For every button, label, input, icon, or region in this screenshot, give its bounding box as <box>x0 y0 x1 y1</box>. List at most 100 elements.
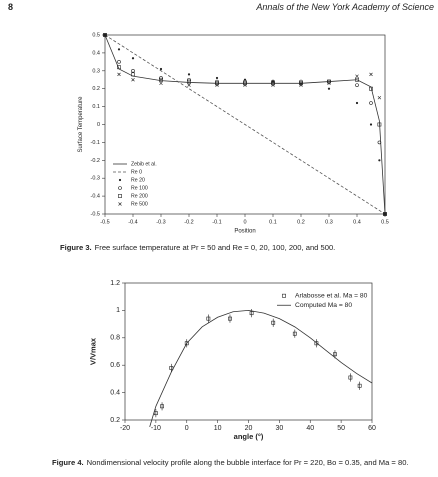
data-point <box>117 48 121 51</box>
data-point <box>131 69 135 73</box>
y-tick-label: 1.2 <box>110 280 120 287</box>
data-point <box>355 101 359 105</box>
x-tick-label: 0.5 <box>381 219 389 225</box>
legend-swatch <box>118 202 122 206</box>
data-point <box>271 320 276 325</box>
data-point <box>103 33 107 37</box>
data-point <box>292 331 297 336</box>
x-tick-label: 50 <box>337 425 345 432</box>
y-tick-label: 0.6 <box>110 362 120 369</box>
data-point <box>228 316 232 321</box>
y-tick-label: 0.8 <box>110 335 120 342</box>
data-point <box>377 122 382 127</box>
y-tick-label: -0.3 <box>91 176 100 182</box>
x-tick-label: -10 <box>151 425 161 432</box>
data-point <box>131 57 135 60</box>
y-tick-label: -0.2 <box>91 158 100 164</box>
data-point <box>383 212 387 216</box>
data-point <box>355 83 359 87</box>
data-point <box>184 341 189 346</box>
x-tick-label: 0 <box>243 219 246 225</box>
y-tick-label: 0.4 <box>110 389 120 396</box>
y-tick-label: 0.2 <box>110 417 120 424</box>
caption-text: Nondimensional velocity profile along th… <box>86 458 409 467</box>
x-tick-label: 0.4 <box>353 219 361 225</box>
data-point <box>160 404 164 409</box>
x-axis-label: Position <box>234 229 255 235</box>
caption-text: Free surface temperature at Pr = 50 and … <box>94 243 336 252</box>
journal-title: Annals of the New York Academy of Scienc… <box>256 2 434 12</box>
legend-label: Re 100 <box>131 185 148 191</box>
x-tick-label: -0.4 <box>128 219 137 225</box>
y-tick-label: 0.2 <box>92 86 100 92</box>
legend-label: Computed Ma = 80 <box>295 302 352 309</box>
data-point <box>153 411 158 416</box>
x-tick-label: 10 <box>214 425 222 432</box>
legend-label: Re 20 <box>131 177 145 183</box>
legend-swatch <box>118 194 122 198</box>
data-point <box>159 81 163 86</box>
caption: Figure 4. Nondimensional velocity profile… <box>52 458 432 468</box>
data-point <box>159 77 163 82</box>
data-point <box>377 140 382 145</box>
y-tick-label: 0.3 <box>92 68 100 74</box>
y-axis-label: V/Vmax <box>88 337 97 365</box>
y-tick-label: -0.1 <box>91 140 100 146</box>
data-point <box>383 212 387 216</box>
y-tick-label: 0.5 <box>92 32 100 38</box>
data-point <box>355 77 359 82</box>
data-point <box>369 86 373 91</box>
data-point <box>327 87 331 90</box>
series-line <box>149 309 373 427</box>
caption: Figure 3. Free surface temperature at Pr … <box>60 243 430 253</box>
x-tick-label: -0.2 <box>184 219 193 225</box>
legend-swatch <box>282 293 286 298</box>
data-point <box>299 83 303 87</box>
series-line <box>104 34 386 215</box>
data-point <box>369 72 373 77</box>
x-tick-label: 30 <box>275 425 283 432</box>
data-point <box>378 159 381 162</box>
legend-label: Re 0 <box>131 169 142 175</box>
data-point <box>159 67 163 71</box>
x-tick-label: 0.2 <box>297 219 305 225</box>
x-axis-label: angle (°) <box>234 432 264 441</box>
data-point <box>355 74 359 78</box>
y-tick-label: 0 <box>97 122 100 128</box>
y-tick-label: -0.4 <box>91 194 100 200</box>
data-point <box>327 81 331 86</box>
data-point <box>369 101 373 105</box>
data-point <box>187 83 191 87</box>
data-point <box>103 33 107 37</box>
y-axis-label: Surface Temperature <box>78 96 84 153</box>
x-tick-label: 0.1 <box>269 219 277 225</box>
data-point <box>131 78 135 82</box>
data-point <box>187 79 191 84</box>
y-tick-label: 1 <box>116 307 120 314</box>
legend-swatch <box>118 186 122 190</box>
legend-label: Re 500 <box>131 201 148 207</box>
caption-label: Figure 3. <box>60 243 92 252</box>
y-tick-label: 0.4 <box>92 50 100 56</box>
x-tick-label: -0.5 <box>100 219 109 225</box>
data-point <box>117 60 121 64</box>
legend-swatch <box>118 178 122 182</box>
data-point <box>377 95 382 100</box>
data-point <box>117 65 121 70</box>
data-point <box>215 83 219 87</box>
data-point <box>187 73 191 76</box>
x-tick-label: -0.1 <box>212 219 221 225</box>
data-point <box>369 123 373 126</box>
series-line <box>104 34 386 215</box>
data-point <box>348 375 353 380</box>
x-tick-label: 20 <box>245 425 253 432</box>
data-point <box>169 366 174 370</box>
x-tick-label: 40 <box>306 425 314 432</box>
data-point <box>357 383 362 388</box>
data-point <box>206 316 211 321</box>
caption-label: Figure 4. <box>52 458 84 467</box>
legend-label: Re 200 <box>131 193 148 199</box>
data-point <box>314 341 319 346</box>
